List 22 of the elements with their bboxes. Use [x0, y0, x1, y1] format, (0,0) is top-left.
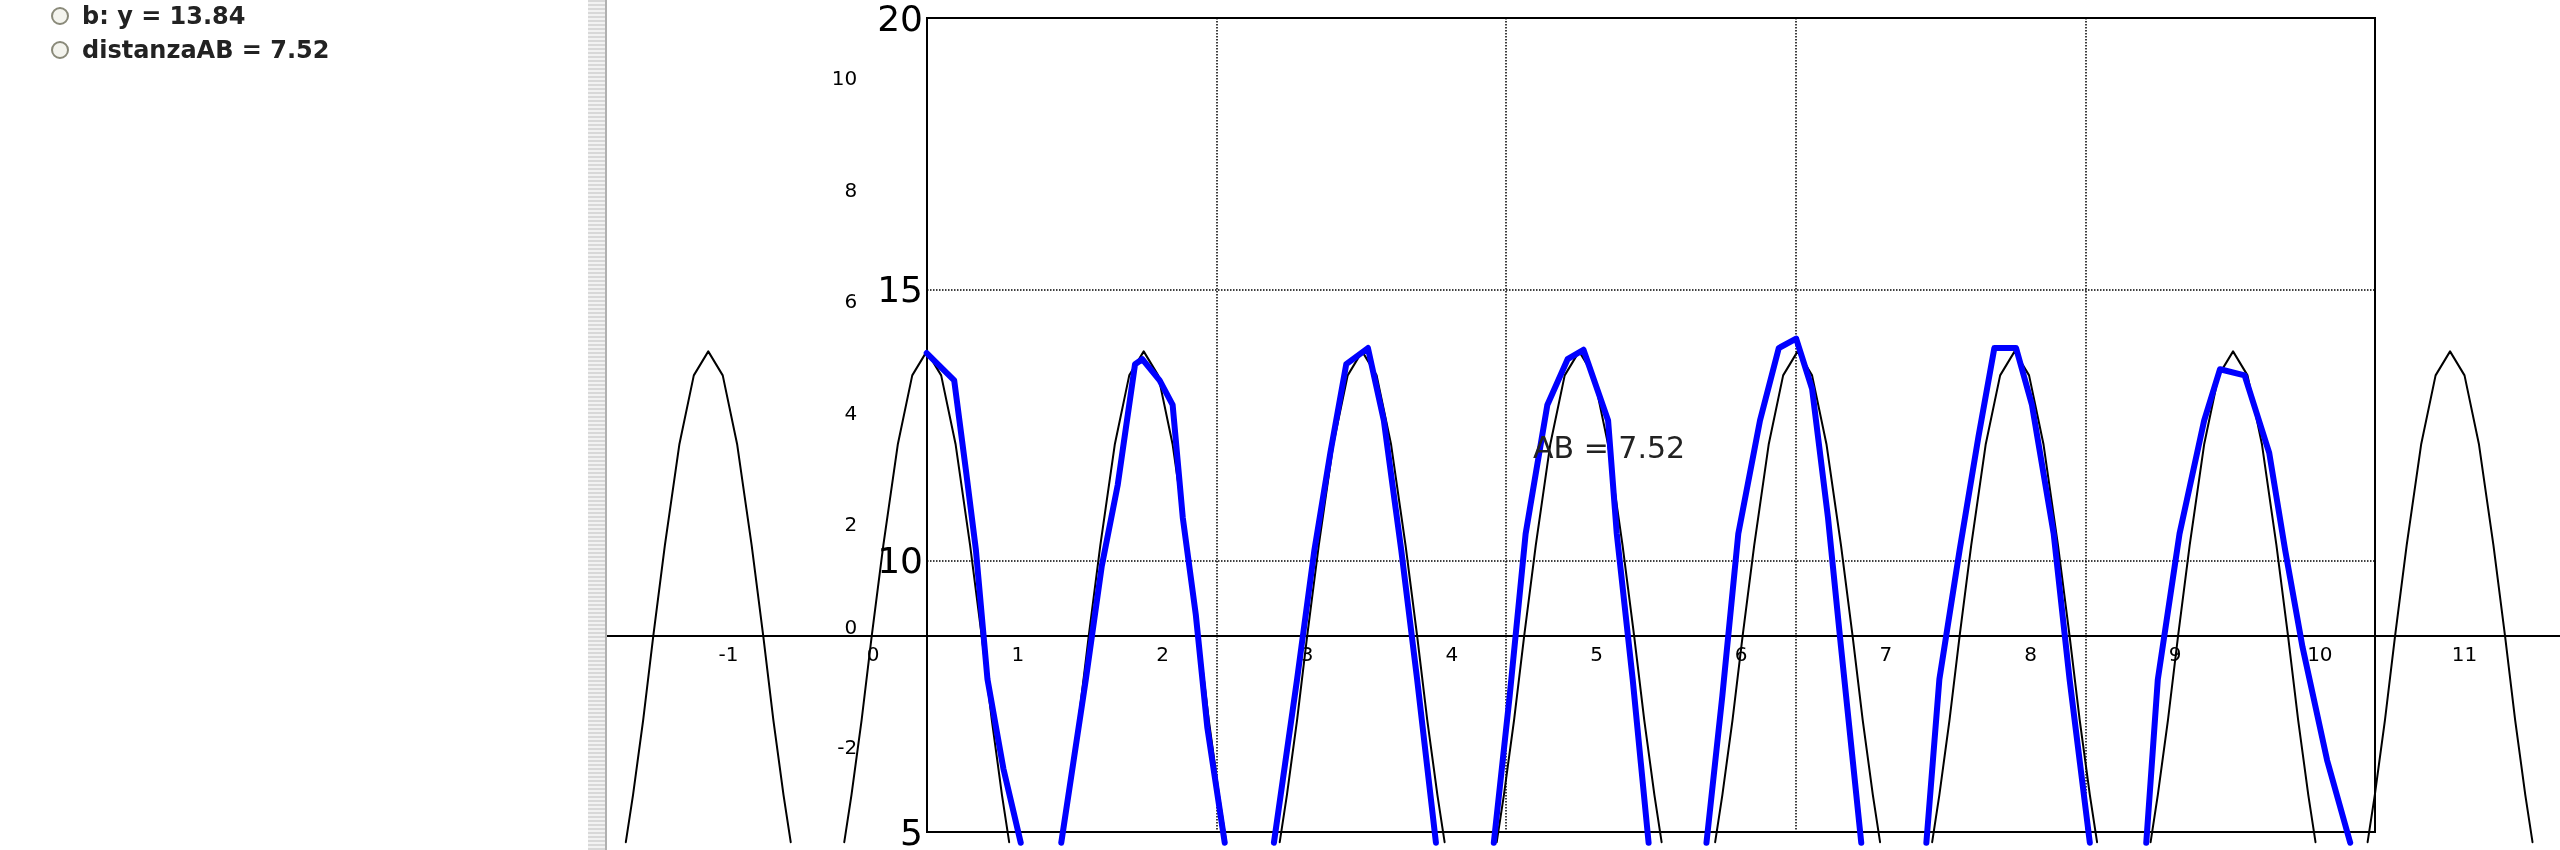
- y-tick-label: 4: [844, 400, 858, 425]
- x-tick-label: 11: [2451, 641, 2478, 666]
- text: distanzaAB = 7.52: [82, 36, 330, 64]
- y-tick-label: 10: [831, 66, 858, 91]
- y-tick-label: 0: [844, 615, 858, 640]
- y2-tick-label: 15: [877, 268, 923, 310]
- x-tick-label: -1: [718, 641, 739, 666]
- y-tick-label: 6: [844, 289, 858, 314]
- y2-tick-label: 5: [900, 811, 923, 850]
- y2-tick-label: 20: [877, 0, 923, 39]
- x-tick-label: 4: [1445, 641, 1459, 666]
- x-tick-label: 7: [1879, 641, 1893, 666]
- text: b: y = 13.84: [82, 2, 246, 30]
- x-tick-label: 8: [2024, 641, 2037, 666]
- y-tick-label: -2: [837, 735, 858, 760]
- x-tick-label: 5: [1590, 641, 1603, 666]
- y2-tick-label: 10: [877, 540, 923, 582]
- x-tick-label: 1: [1011, 641, 1025, 666]
- x-tick-label: 10: [2307, 641, 2333, 666]
- y-tick-label: 8: [844, 177, 858, 202]
- x-tick-label: 2: [1156, 641, 1169, 666]
- y-tick-label: 2: [844, 512, 858, 537]
